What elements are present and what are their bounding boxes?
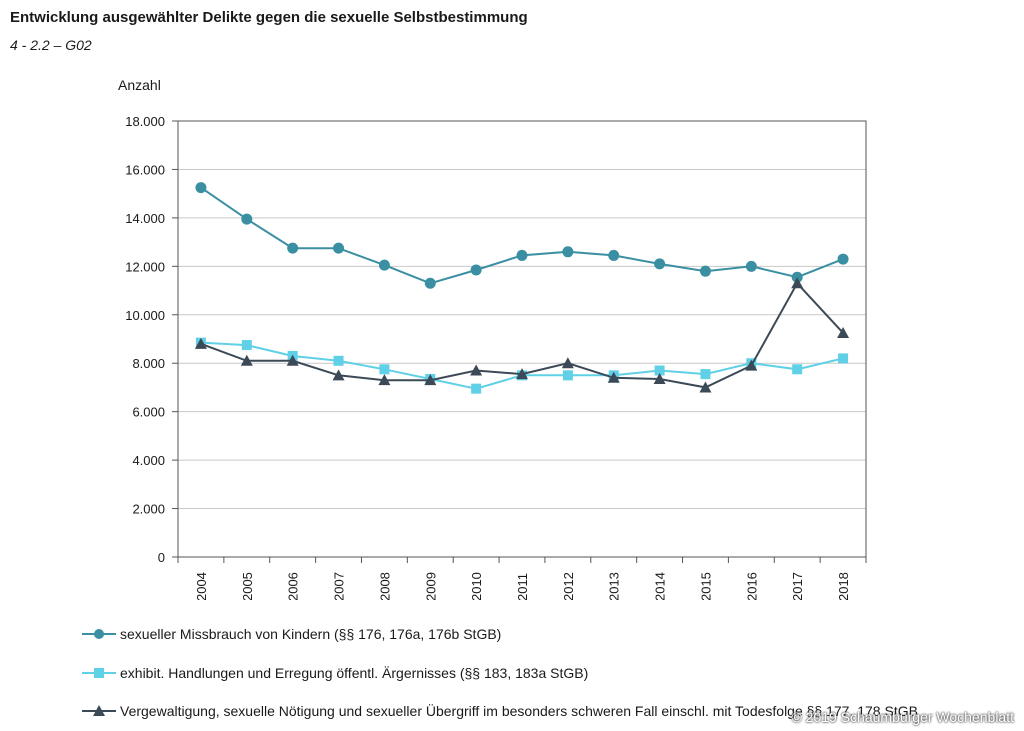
data-point-square — [792, 364, 803, 375]
data-point-circle — [608, 249, 620, 261]
data-point-circle — [745, 260, 757, 272]
data-point-square — [700, 369, 711, 380]
data-point-circle — [195, 182, 207, 194]
legend-swatch-circle — [82, 629, 116, 639]
data-point-triangle — [607, 371, 620, 383]
data-point-triangle — [378, 374, 391, 386]
y-tick-label: 4.000 — [132, 453, 165, 468]
x-tick-label: 2010 — [469, 572, 484, 600]
legend-item-2: exhibit. Handlungen und Erregung öffentl… — [82, 665, 588, 681]
chart-subtitle: 4 - 2.2 – G02 — [10, 37, 92, 53]
y-tick-label: 18.000 — [125, 114, 165, 129]
legend-label-1: sexueller Missbrauch von Kindern (§§ 176… — [120, 626, 502, 642]
data-point-circle — [699, 265, 711, 277]
y-tick-label: 8.000 — [132, 356, 165, 371]
legend-swatch-square — [82, 668, 116, 678]
line-chart: 0 2.000 4.000 6.000 8.000 10.000 12.000 14.000 1… — [118, 77, 867, 600]
x-tick-label: 2006 — [286, 572, 301, 600]
data-point-triangle — [470, 364, 483, 376]
data-point-circle — [378, 259, 390, 271]
data-point-square — [654, 365, 665, 376]
data-point-square — [562, 370, 573, 381]
x-tick-label: 2007 — [332, 572, 347, 600]
data-point-circle — [424, 277, 436, 289]
y-tick-label: 12.000 — [125, 259, 165, 274]
x-tick-label: 2016 — [744, 572, 759, 600]
y-tick-label: 0 — [158, 550, 165, 565]
legend-label-2: exhibit. Handlungen und Erregung öffentl… — [120, 665, 589, 681]
y-tick-label: 14.000 — [125, 211, 165, 226]
data-point-circle — [241, 213, 253, 225]
data-point-triangle — [332, 369, 345, 381]
plot-frame — [177, 120, 867, 558]
data-point-circle — [654, 258, 666, 270]
y-tick-label: 2.000 — [132, 502, 165, 517]
x-tick-label: 2012 — [561, 572, 576, 600]
x-tick-label: 2005 — [240, 572, 255, 600]
data-point-square — [333, 355, 344, 366]
data-point-triangle — [286, 354, 299, 366]
data-point-triangle — [745, 359, 758, 371]
data-point-triangle — [240, 354, 253, 366]
x-tick-label: 2009 — [423, 572, 438, 600]
x-tick-label: 2017 — [790, 572, 805, 600]
legend-swatch-triangle — [82, 705, 116, 716]
x-tick-label: 2014 — [653, 572, 668, 600]
data-point-circle — [516, 249, 528, 261]
data-point-triangle — [699, 381, 712, 393]
data-point-circle — [791, 271, 803, 283]
data-point-triangle — [561, 357, 574, 369]
y-tick-label: 6.000 — [132, 405, 165, 420]
x-tick-label: 2015 — [698, 572, 713, 600]
legend-item-3: Vergewaltigung, sexuelle Nötigung und se… — [82, 703, 918, 719]
data-point-circle — [562, 246, 574, 258]
data-point-square — [838, 353, 849, 364]
data-point-square — [379, 364, 390, 375]
x-tick-label: 2011 — [515, 573, 530, 600]
legend-item-1: sexueller Missbrauch von Kindern (§§ 176… — [82, 626, 501, 642]
legend-label-3: Vergewaltigung, sexuelle Nötigung und se… — [120, 703, 918, 719]
data-point-circle — [837, 253, 849, 265]
data-point-triangle — [653, 372, 666, 384]
data-point-square — [471, 383, 482, 394]
y-tick-label: 16.000 — [125, 162, 165, 177]
x-tick-label: 2008 — [377, 572, 392, 600]
data-point-triangle — [837, 326, 850, 338]
y-tick-label: 10.000 — [125, 308, 165, 323]
x-tick-label: 2018 — [836, 572, 851, 600]
data-point-square — [241, 340, 252, 351]
data-point-circle — [287, 242, 299, 254]
data-point-circle — [333, 242, 345, 254]
chart-title: Entwicklung ausgewählter Delikte gegen d… — [10, 9, 528, 26]
x-tick-label: 2004 — [194, 572, 209, 600]
data-point-triangle — [791, 277, 804, 289]
x-tick-label: 2013 — [607, 572, 622, 600]
y-axis-label: Anzahl — [118, 77, 161, 93]
watermark: © 2019 Schaumburger Wochenblatt — [791, 709, 1014, 725]
data-point-triangle — [516, 368, 528, 380]
data-point-triangle — [424, 374, 437, 386]
data-point-circle — [470, 264, 482, 276]
data-point-triangle — [194, 337, 207, 349]
